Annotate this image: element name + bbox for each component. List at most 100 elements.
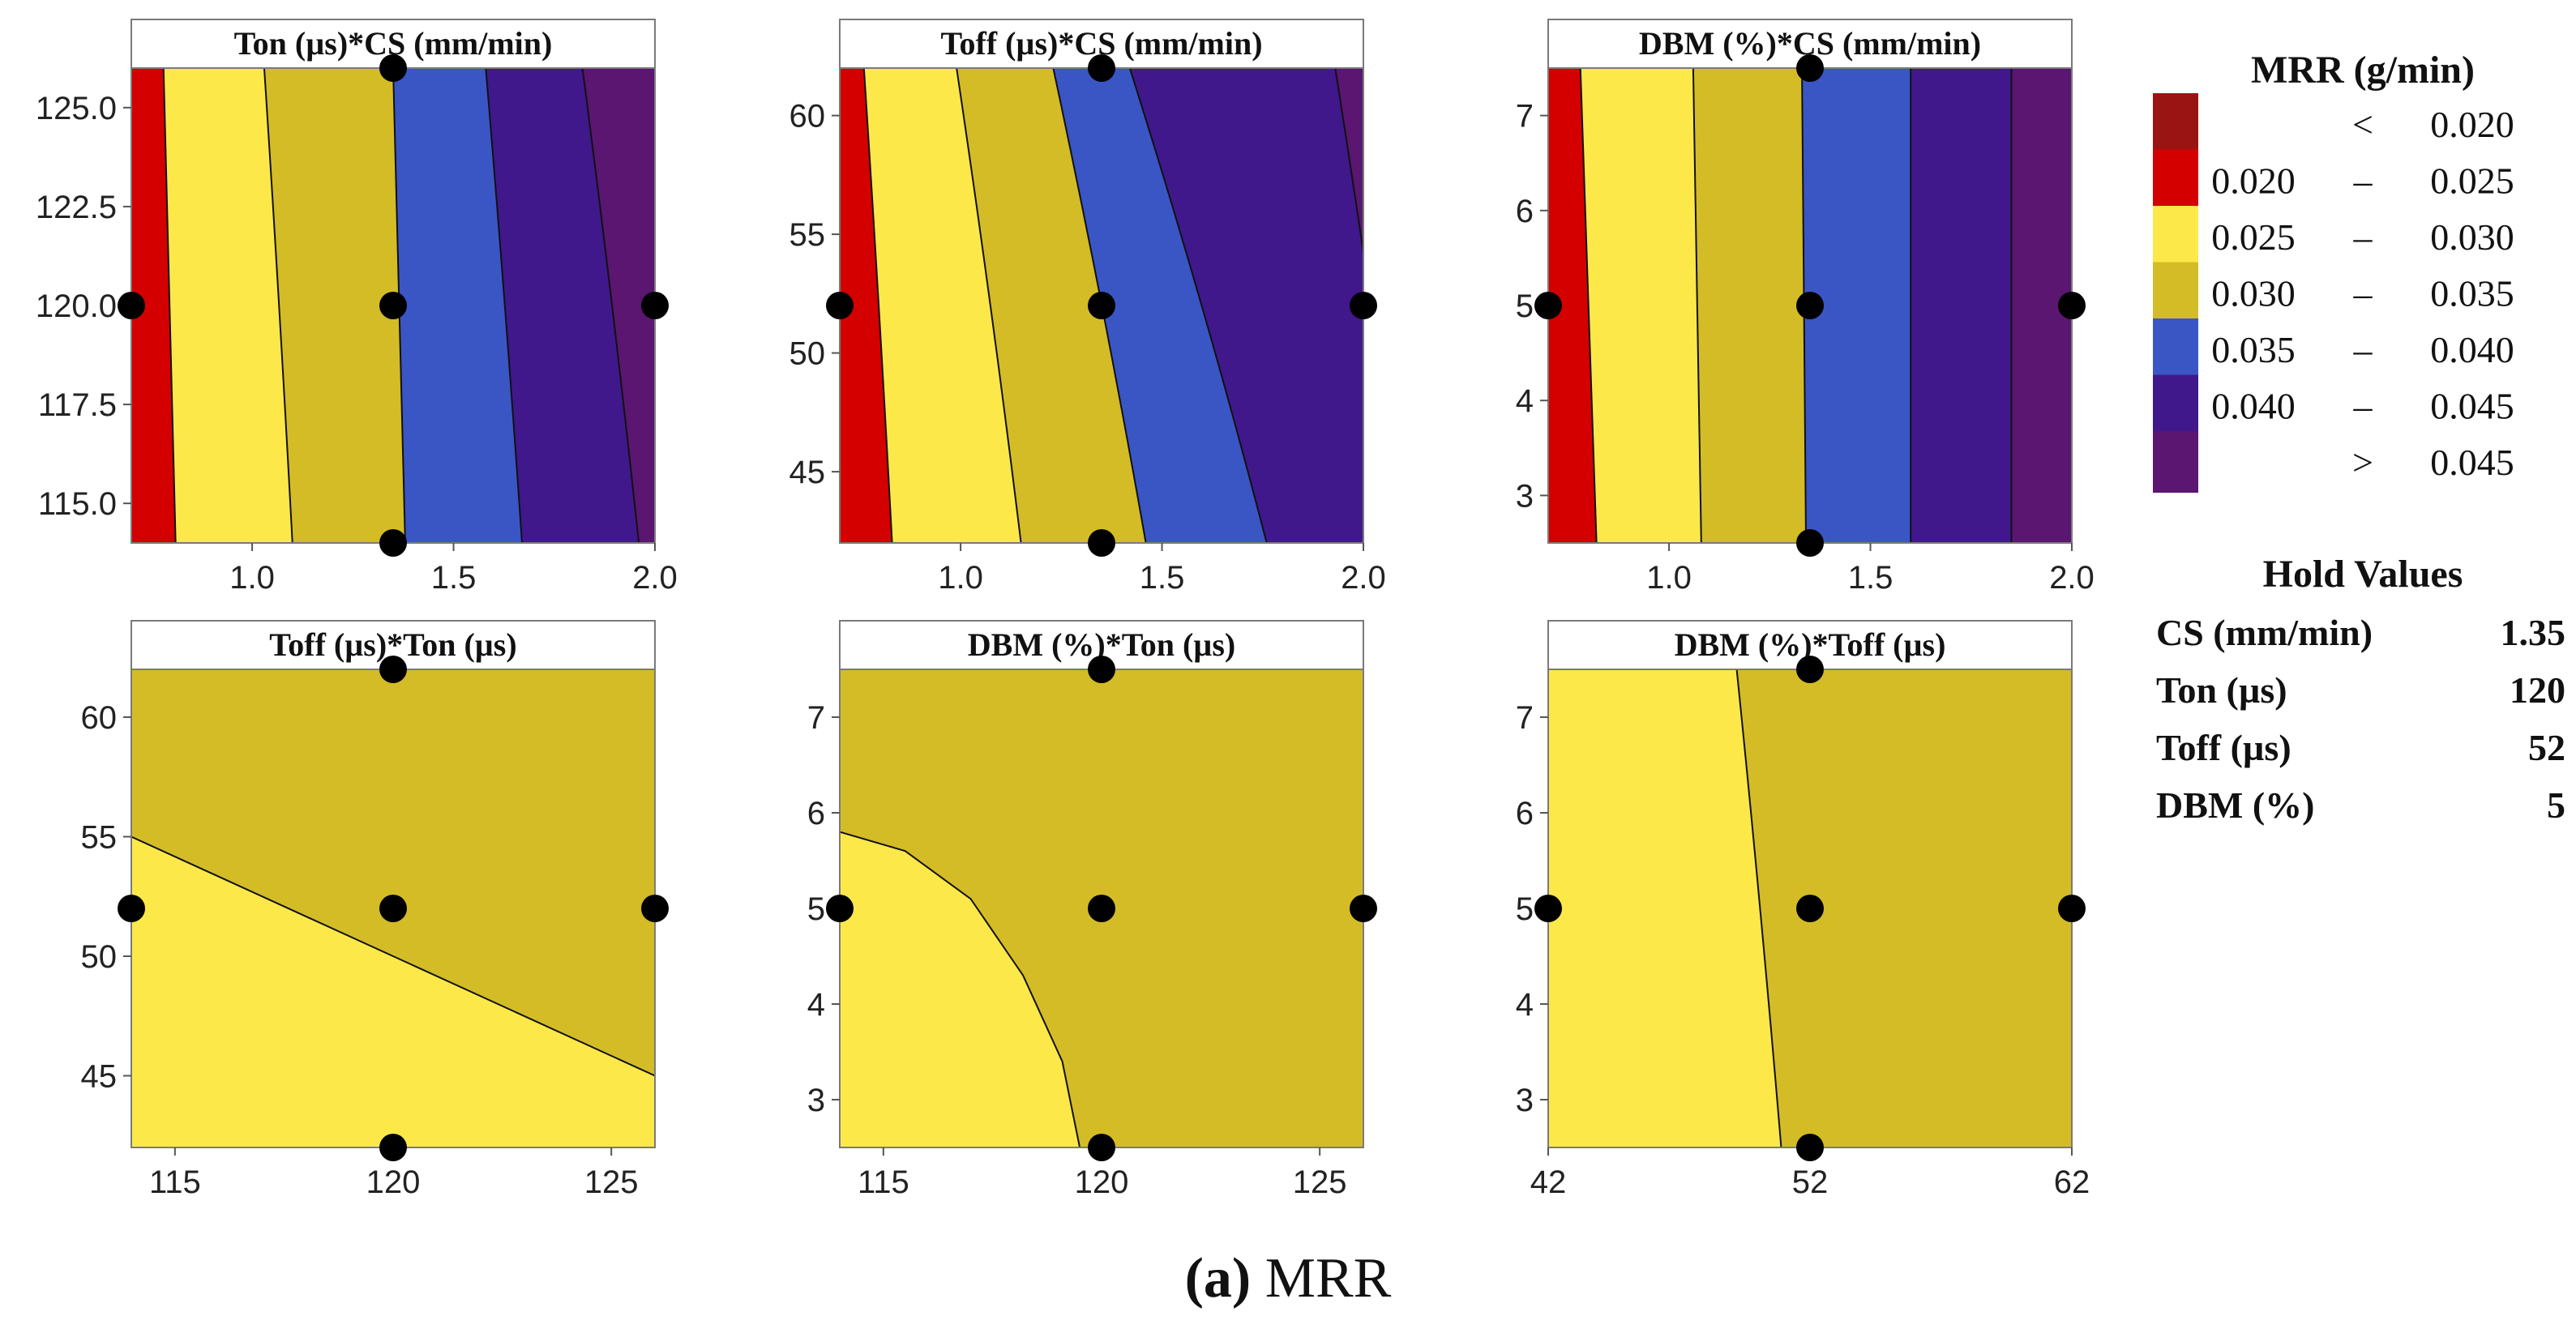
legend-item: 0.030 – 0.035 <box>2153 262 2514 324</box>
design-point <box>1088 54 1115 82</box>
hold-value-name: Ton (µs) <box>2156 669 2287 711</box>
y-tick-label: 4 <box>1516 987 1534 1023</box>
x-tick-label: 125 <box>1293 1164 1347 1200</box>
legend-max: 0.035 <box>2430 273 2514 314</box>
legend-min: 0.020 <box>2211 160 2296 202</box>
y-tick-label: 122.5 <box>36 190 117 225</box>
legend-min: 0.025 <box>2211 216 2296 258</box>
design-point <box>379 54 407 82</box>
contour-line-5 <box>1579 68 1598 543</box>
legend-swatch <box>2153 318 2198 380</box>
design-point <box>1088 656 1115 683</box>
y-tick-label: 45 <box>81 1059 118 1095</box>
x-tick-label: 1.5 <box>1140 560 1185 596</box>
design-point <box>641 292 669 319</box>
contour-line-4 <box>263 68 293 543</box>
x-tick-label: 2.0 <box>1341 560 1386 596</box>
y-tick-label: 7 <box>1516 99 1534 135</box>
contour-line-4 <box>956 68 1022 543</box>
y-tick-label: 7 <box>807 700 825 736</box>
design-point <box>379 529 407 557</box>
legend-max: 0.030 <box>2430 216 2514 258</box>
legend-separator: < <box>2352 104 2373 145</box>
design-point <box>2058 292 2086 319</box>
x-tick-label: 2.0 <box>2049 560 2095 596</box>
legend-separator: – <box>2353 329 2373 370</box>
legend-item: 0.040 – 0.045 <box>2153 374 2514 437</box>
legend-swatch <box>2153 149 2198 212</box>
design-point <box>1796 54 1824 82</box>
y-tick-label: 120.0 <box>36 288 117 324</box>
design-point <box>118 895 145 922</box>
x-tick-label: 62 <box>2054 1164 2090 1200</box>
hold-value-number: 1.35 <box>2501 612 2566 653</box>
design-point <box>1796 656 1824 683</box>
design-point <box>1350 292 1377 319</box>
design-point <box>1088 1134 1115 1161</box>
contour-line-boundary <box>840 831 1081 1147</box>
x-tick-label: 1.0 <box>229 560 275 596</box>
x-tick-label: 42 <box>1530 1164 1567 1200</box>
design-point <box>826 292 854 319</box>
y-tick-label: 4 <box>807 987 825 1023</box>
legend-swatch <box>2153 262 2198 324</box>
design-point <box>826 895 854 922</box>
x-tick-label: 120 <box>1075 1164 1129 1200</box>
legend-separator: – <box>2353 273 2373 314</box>
x-tick-label: 2.0 <box>632 560 678 596</box>
y-tick-label: 50 <box>81 939 118 975</box>
y-tick-label: 115.0 <box>38 486 117 522</box>
caption-text: MRR <box>1251 1247 1391 1310</box>
contour-band-1 <box>1548 669 1782 1147</box>
legend-separator: – <box>2353 160 2373 202</box>
y-tick-label: 7 <box>1516 700 1534 736</box>
legend-separator: – <box>2353 216 2373 258</box>
hold-value-name: Toff (µs) <box>2156 727 2291 768</box>
legend-min: 0.035 <box>2211 329 2296 370</box>
plot-area <box>1548 68 2072 543</box>
legend-min: 0.030 <box>2211 273 2296 314</box>
contour-band-5 <box>131 68 176 543</box>
design-point <box>379 656 407 683</box>
contour-band-lower <box>131 836 655 1147</box>
x-tick-label: 1.0 <box>1646 560 1692 596</box>
design-point <box>379 292 407 319</box>
legend-max: 0.020 <box>2430 104 2514 145</box>
contour-panel-1: Ton (µs)*CS (mm/min)1.0 1.5 2.0115.0117.51… <box>36 19 678 596</box>
legend: MRR (g/min)< 0.0200.020–0.0250.025–0.0300… <box>2153 49 2514 493</box>
contour-line-1 <box>1334 68 1363 259</box>
legend-title: MRR (g/min) <box>2251 49 2475 92</box>
y-tick-label: 5 <box>1516 288 1534 324</box>
legend-separator: – <box>2353 386 2373 427</box>
legend-separator: > <box>2352 442 2373 483</box>
contour-line-boundary <box>131 835 655 1077</box>
design-point <box>1088 895 1115 922</box>
x-tick-label: 1.0 <box>938 560 983 596</box>
y-tick-label: 55 <box>789 217 826 253</box>
hold-value-number: 52 <box>2528 727 2565 768</box>
design-point <box>1796 529 1824 557</box>
y-tick-label: 6 <box>1516 194 1534 229</box>
x-tick-label: 1.5 <box>431 560 477 596</box>
hold-value-name: CS (mm/min) <box>2156 612 2373 653</box>
y-tick-label: 5 <box>807 891 825 927</box>
contour-line-5 <box>862 68 893 543</box>
y-tick-label: 125.0 <box>36 91 117 126</box>
legend-swatch <box>2153 374 2198 437</box>
legend-item: >0.045 <box>2153 431 2514 493</box>
x-tick-label: 120 <box>366 1164 421 1200</box>
design-point <box>641 895 669 922</box>
y-tick-label: 50 <box>789 336 826 372</box>
design-point <box>1534 292 1562 319</box>
hold-values: Hold Values CS (mm/min) 1.35 Ton (µs) 120 Tof… <box>2156 553 2565 826</box>
design-point <box>1796 292 1824 319</box>
design-point <box>379 1134 407 1161</box>
y-tick-label: 3 <box>1516 478 1534 514</box>
design-point <box>1088 292 1115 319</box>
x-tick-label: 52 <box>1792 1164 1829 1200</box>
legend-item: 0.025 – 0.030 <box>2153 206 2514 267</box>
legend-max: 0.040 <box>2430 329 2514 370</box>
